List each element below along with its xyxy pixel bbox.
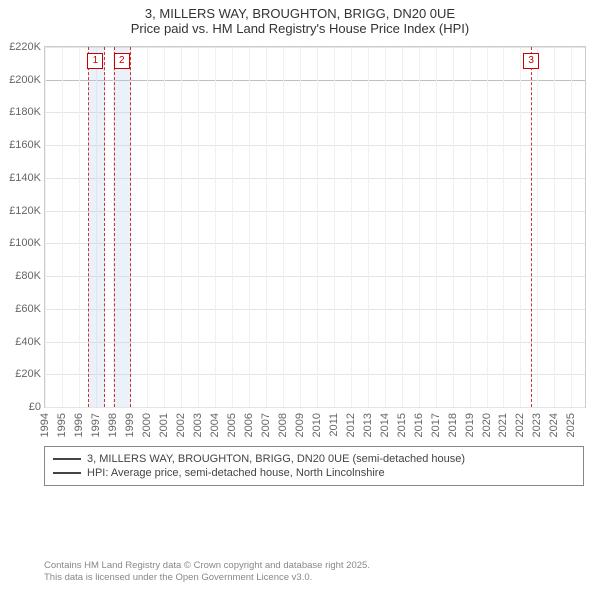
legend-item-hpi: HPI: Average price, semi-detached house,… [53,467,575,479]
event-marker: 1 [87,53,103,69]
x-axis-tick-label: 2004 [209,413,221,437]
y-axis-tick-label: £60K [15,303,41,315]
x-axis-tick-label: 2011 [328,413,340,437]
disclaimer: Contains HM Land Registry data © Crown c… [44,560,584,584]
y-axis-tick-label: £200K [9,74,41,86]
legend-swatch-hpi [53,472,81,474]
y-axis-tick-label: £180K [9,106,41,118]
x-axis-tick-label: 2007 [260,413,272,437]
x-axis-tick-label: 2012 [345,413,357,437]
event-band [114,47,131,407]
x-axis-tick-label: 2025 [565,413,577,437]
legend: 3, MILLERS WAY, BROUGHTON, BRIGG, DN20 0… [44,446,584,486]
y-axis-tick-label: £120K [9,205,41,217]
y-axis-tick-label: £160K [9,139,41,151]
x-axis-tick-label: 2018 [447,413,459,437]
y-axis-tick-label: £80K [15,270,41,282]
x-axis-tick-label: 1998 [107,413,119,437]
y-axis-tick-label: £100K [9,237,41,249]
x-axis-tick-label: 2021 [497,413,509,437]
y-axis-tick-label: £220K [9,41,41,53]
y-axis-tick-label: £40K [15,336,41,348]
x-axis-tick-label: 1995 [56,413,68,437]
legend-label-hpi: HPI: Average price, semi-detached house,… [87,467,385,479]
y-axis-tick-label: £140K [9,172,41,184]
legend-item-price-paid: 3, MILLERS WAY, BROUGHTON, BRIGG, DN20 0… [53,453,575,465]
chart-title-1: 3, MILLERS WAY, BROUGHTON, BRIGG, DN20 0… [0,6,600,21]
event-marker: 3 [523,53,539,69]
x-axis-tick-label: 2008 [277,413,289,437]
x-axis-tick-label: 2015 [396,413,408,437]
x-axis-tick-label: 1994 [39,413,51,437]
x-axis-tick-label: 2013 [362,413,374,437]
x-axis-tick-label: 2023 [531,413,543,437]
legend-swatch-price-paid [53,458,81,460]
x-axis-tick-label: 1999 [124,413,136,437]
x-axis-tick-label: 2016 [413,413,425,437]
x-axis-tick-label: 1997 [90,413,102,437]
x-axis-tick-label: 2019 [464,413,476,437]
x-axis-tick-label: 2024 [548,413,560,437]
event-line [531,47,532,407]
x-axis-tick-label: 2001 [158,413,170,437]
x-axis-tick-label: 2009 [294,413,306,437]
x-axis-tick-label: 2000 [141,413,153,437]
y-axis-tick-label: £0 [29,401,41,413]
x-axis-tick-label: 2022 [514,413,526,437]
x-axis-tick-label: 2017 [430,413,442,437]
event-band [88,47,105,407]
y-axis-tick-label: £20K [15,368,41,380]
x-axis-tick-label: 2002 [175,413,187,437]
x-axis-tick-label: 2003 [192,413,204,437]
x-axis-tick-label: 2014 [379,413,391,437]
legend-label-price-paid: 3, MILLERS WAY, BROUGHTON, BRIGG, DN20 0… [87,453,465,465]
chart-title-2: Price paid vs. HM Land Registry's House … [0,21,600,36]
x-axis-tick-label: 2005 [226,413,238,437]
x-axis-tick-label: 1996 [73,413,85,437]
x-axis-tick-label: 2010 [311,413,323,437]
x-axis-tick-label: 2006 [243,413,255,437]
chart-plot-area: £0£20K£40K£60K£80K£100K£120K£140K£160K£1… [44,46,586,408]
x-axis-tick-label: 2020 [481,413,493,437]
event-marker: 2 [114,53,130,69]
